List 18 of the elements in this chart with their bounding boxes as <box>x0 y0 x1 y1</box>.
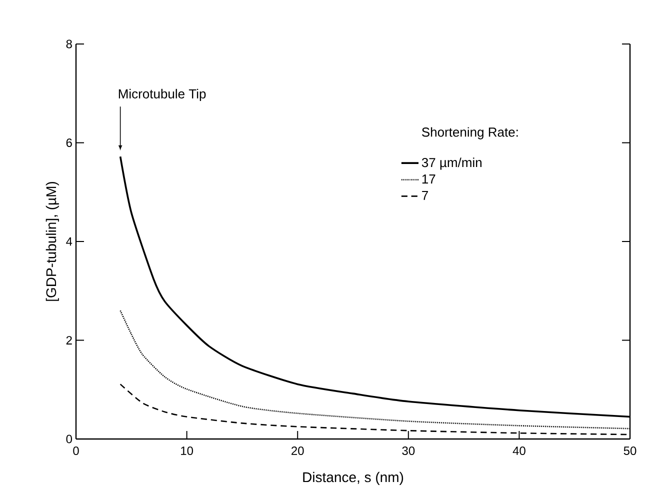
y-tick-label: 4 <box>66 237 72 246</box>
y-tick-label: 2 <box>66 336 72 344</box>
y-axis-title: [GDP-tubulin], (µM) <box>46 182 59 301</box>
y-tick-label: 8 <box>66 40 72 48</box>
legend-label: 7 <box>422 190 428 200</box>
x-tick-label: 40 <box>512 446 526 456</box>
annotation: Microtubule Tip <box>118 88 206 102</box>
x-tick-label: 10 <box>181 446 194 456</box>
y-tick-label: 6 <box>66 138 72 147</box>
legend-label: 37 µm/min <box>422 158 482 170</box>
y-tick-label: 0 <box>66 434 72 444</box>
x-tick-label: 50 <box>624 446 636 456</box>
x-tick-label: 30 <box>402 446 415 456</box>
legend-label: 17 <box>422 174 436 184</box>
legend-title: Shortening Rate: <box>422 127 518 140</box>
x-tick-label: 20 <box>292 446 304 456</box>
x-tick-label: 0 <box>73 446 79 456</box>
x-axis-title: Distance, s (nm) <box>303 472 404 485</box>
